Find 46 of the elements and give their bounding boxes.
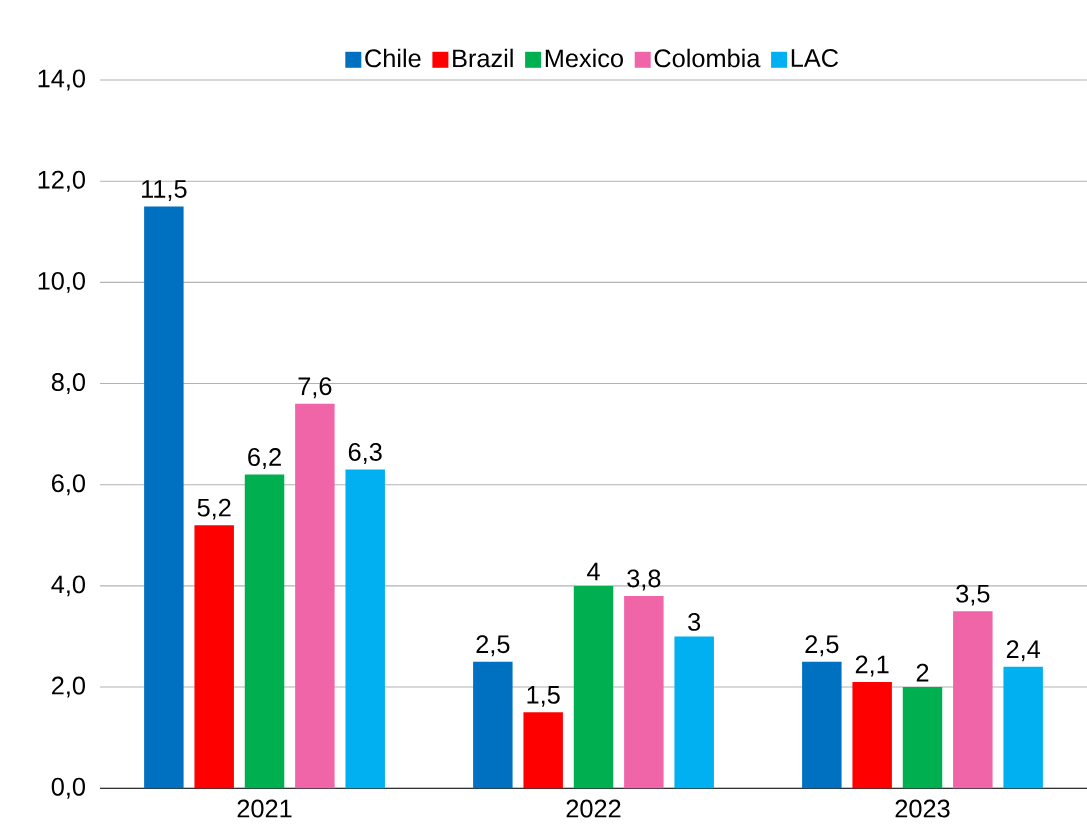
- x-tick-label: 2023: [895, 799, 950, 818]
- x-tick-label: 2022: [566, 799, 621, 818]
- data-label: 2: [916, 663, 929, 682]
- bar: [624, 596, 664, 789]
- bar: [144, 206, 184, 789]
- data-label: 2,5: [476, 635, 510, 657]
- data-label: 2,1: [855, 655, 889, 677]
- bar: [852, 682, 892, 789]
- x-tick-label: 2021: [237, 799, 292, 818]
- bar: [473, 661, 513, 789]
- bar: [802, 661, 842, 789]
- y-tick-label: 0,0: [51, 777, 85, 799]
- bar: [674, 636, 714, 789]
- legend-label: LAC: [791, 49, 839, 68]
- bar: [1003, 666, 1043, 789]
- data-label: 1,5: [527, 686, 560, 707]
- bar: [902, 687, 943, 789]
- bar: [345, 469, 385, 789]
- bar: [194, 525, 234, 789]
- y-tick-label: 2,0: [52, 676, 85, 698]
- legend-label: Mexico: [545, 48, 623, 68]
- bar: [953, 611, 993, 789]
- data-label: 11,5: [142, 180, 187, 201]
- data-label: 3,8: [627, 569, 661, 591]
- y-tick-label: 12,0: [38, 170, 85, 192]
- data-label: 6,2: [248, 448, 281, 470]
- data-label: 2,5: [805, 635, 839, 657]
- y-tick-label: 14,0: [38, 69, 85, 91]
- bar: [295, 403, 335, 789]
- y-tick-label: 10,0: [38, 271, 85, 293]
- data-label: 3,5: [956, 584, 990, 606]
- bar: [523, 712, 563, 789]
- legend-label: Brazil: [453, 48, 513, 68]
- data-label: 6,3: [348, 443, 382, 464]
- data-label: 4: [587, 562, 600, 581]
- data-label: 2,4: [1006, 640, 1041, 662]
- data-label: 5,2: [197, 498, 231, 520]
- legend-label: Colombia: [654, 48, 761, 68]
- data-label: 7,6: [298, 377, 332, 399]
- legend-label: Chile: [365, 48, 421, 68]
- y-tick-label: 6,0: [52, 474, 85, 496]
- y-tick-label: 8,0: [51, 373, 85, 395]
- bar: [573, 585, 614, 789]
- data-label: 3: [688, 612, 701, 631]
- bar: [244, 474, 285, 789]
- y-tick-label: 4,0: [51, 575, 85, 597]
